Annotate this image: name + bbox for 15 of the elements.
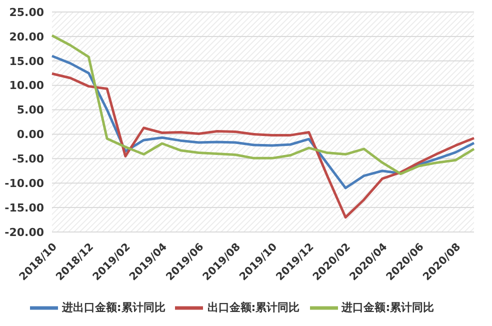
legend-label: 进出口金额:累计同比 bbox=[62, 301, 166, 314]
y-tick-label: -15.00 bbox=[4, 201, 44, 214]
y-tick-label: 20.00 bbox=[9, 30, 44, 44]
legend-label: 出口金额:累计同比 bbox=[207, 301, 300, 314]
y-tick-label: 25.00 bbox=[9, 6, 44, 19]
y-tick-label: -10.00 bbox=[4, 177, 44, 190]
y-tick-label: 15.00 bbox=[9, 54, 44, 68]
legend-label: 进口金额:累计同比 bbox=[342, 301, 434, 314]
line-series bbox=[50, 34, 476, 176]
y-tick-label: 5.00 bbox=[16, 104, 44, 117]
y-tick-label: 10.00 bbox=[9, 79, 44, 92]
y-tick-label: -5.00 bbox=[12, 152, 44, 166]
y-tick-label: -20.00 bbox=[4, 226, 44, 239]
line-series bbox=[50, 72, 476, 219]
y-tick-label: 0.00 bbox=[16, 128, 44, 142]
